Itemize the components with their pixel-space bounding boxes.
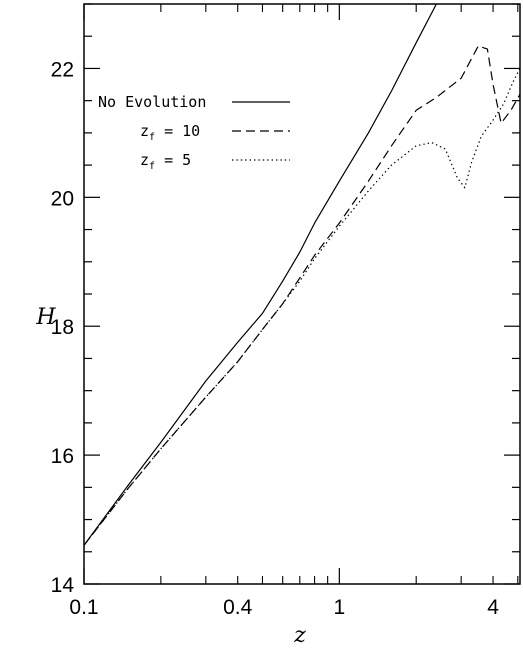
legend-label: zf = 5 <box>140 151 191 172</box>
legend-entry: zf = 5 <box>140 151 290 172</box>
plot-frame <box>83 3 521 585</box>
y-tick-label: 22 <box>51 58 74 81</box>
axis-ticks <box>83 3 520 585</box>
legend-entry: No Evolution <box>98 93 290 111</box>
x-tick-label: 1 <box>333 596 345 619</box>
x-tick-label: 4 <box>487 596 499 619</box>
y-tick-label: 20 <box>51 187 74 210</box>
y-tick-label: 16 <box>51 445 74 468</box>
x-tick-label: 0.1 <box>69 596 98 619</box>
legend-entry: zf = 10 <box>140 122 290 143</box>
x-axis-title: z <box>293 623 306 648</box>
x-tick-label: 0.4 <box>223 596 253 619</box>
y-axis-title: H <box>35 305 56 330</box>
series-layer <box>84 4 520 546</box>
series-line-solid <box>84 4 437 546</box>
legend-label: No Evolution <box>98 93 206 111</box>
legend: No Evolution zf = 10 zf = 5 <box>98 93 290 172</box>
y-tick-label: 14 <box>51 574 75 597</box>
series-line-dashed <box>84 45 520 546</box>
legend-label: zf = 10 <box>140 122 200 143</box>
series-line-dotted <box>84 68 520 546</box>
y-tick-label: 18 <box>51 316 74 339</box>
